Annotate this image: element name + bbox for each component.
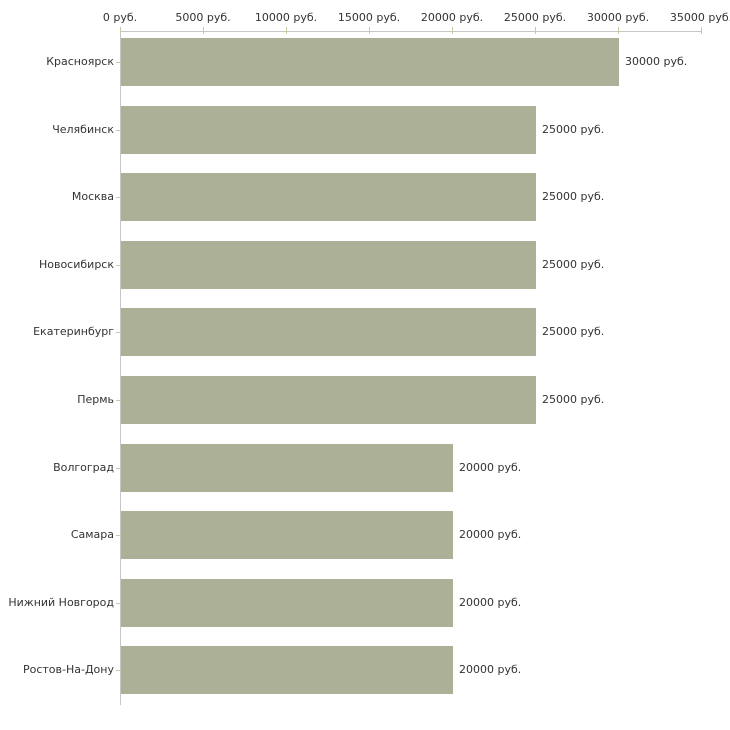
value-label: 20000 руб. — [459, 461, 522, 474]
category-tick — [116, 670, 120, 671]
bar — [121, 173, 536, 221]
value-label: 25000 руб. — [542, 190, 605, 203]
x-tick-label: 35000 руб. — [669, 11, 730, 24]
bar — [121, 38, 619, 86]
value-label: 20000 руб. — [459, 663, 522, 676]
bar — [121, 376, 536, 424]
x-tick-label: 15000 руб. — [337, 11, 401, 24]
bar — [121, 579, 453, 627]
x-axis-tick — [203, 27, 204, 34]
category-label: Волгоград — [53, 461, 114, 474]
x-tick-label: 5000 руб. — [175, 11, 231, 24]
category-tick — [116, 197, 120, 198]
x-tick-label: 30000 руб. — [586, 11, 650, 24]
category-tick — [116, 535, 120, 536]
y-axis-line — [120, 31, 121, 705]
category-tick — [116, 400, 120, 401]
x-axis-tick — [452, 27, 453, 34]
category-label: Нижний Новгород — [8, 596, 114, 609]
x-axis-tick — [286, 27, 287, 34]
bar — [121, 241, 536, 289]
category-label: Челябинск — [52, 123, 114, 136]
bar — [121, 511, 453, 559]
x-axis-tick — [618, 27, 619, 34]
x-axis-tick — [120, 27, 121, 34]
category-label: Самара — [70, 528, 114, 541]
bar — [121, 106, 536, 154]
x-axis-tick — [369, 27, 370, 34]
value-label: 25000 руб. — [542, 123, 605, 136]
value-label: 30000 руб. — [625, 55, 688, 68]
category-tick — [116, 603, 120, 604]
bar — [121, 444, 453, 492]
category-label: Екатеринбург — [33, 325, 114, 338]
category-tick — [116, 265, 120, 266]
value-label: 25000 руб. — [542, 258, 605, 271]
category-label: Новосибирск — [38, 258, 114, 271]
category-tick — [116, 468, 120, 469]
category-tick — [116, 130, 120, 131]
category-label: Москва — [71, 190, 114, 203]
x-tick-label: 10000 руб. — [254, 11, 318, 24]
category-label: Красноярск — [46, 55, 114, 68]
x-axis-tick — [535, 27, 536, 34]
value-label: 20000 руб. — [459, 528, 522, 541]
category-tick — [116, 332, 120, 333]
value-label: 25000 руб. — [542, 393, 605, 406]
x-tick-label: 25000 руб. — [503, 11, 567, 24]
value-label: 25000 руб. — [542, 325, 605, 338]
x-tick-label: 0 руб. — [102, 11, 138, 24]
category-tick — [116, 62, 120, 63]
category-label: Ростов-На-Дону — [22, 663, 114, 676]
category-label: Пермь — [77, 393, 114, 406]
x-axis-line — [120, 31, 702, 32]
x-tick-label: 20000 руб. — [420, 11, 484, 24]
bar — [121, 646, 453, 694]
value-label: 20000 руб. — [459, 596, 522, 609]
bar — [121, 308, 536, 356]
x-axis-tick — [701, 27, 702, 34]
